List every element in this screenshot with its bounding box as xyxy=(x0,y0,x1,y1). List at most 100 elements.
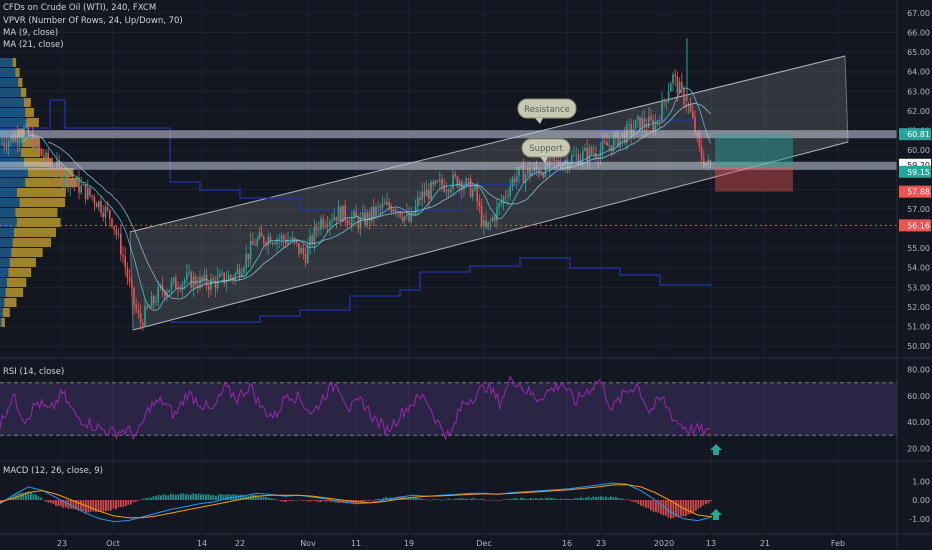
candle-body xyxy=(102,212,104,218)
price-tick-label: 57.00 xyxy=(907,205,930,214)
candle-body xyxy=(489,221,492,223)
volume-profile-up-bar xyxy=(0,278,7,287)
macd-histogram-bar xyxy=(332,500,335,502)
volume-profile-down-bar xyxy=(11,248,43,257)
candle-body xyxy=(256,239,258,246)
macd-histogram-bar xyxy=(520,497,522,500)
resistance-callout-pointer xyxy=(535,118,543,124)
volume-profile-up-bar xyxy=(0,188,17,197)
macd-histogram-bar xyxy=(40,497,42,500)
macd-histogram-bar xyxy=(112,500,115,509)
volume-profile-down-bar xyxy=(25,178,78,187)
macd-histogram-bar xyxy=(510,498,512,500)
candle-body xyxy=(12,135,14,142)
macd-histogram-bar xyxy=(7,498,10,500)
macd-histogram-bar xyxy=(90,500,92,512)
rsi-panel[interactable] xyxy=(0,375,897,441)
macd-histogram-bar xyxy=(647,500,650,509)
time-tick-label: 14 xyxy=(197,539,207,548)
rsi-band-fill xyxy=(0,382,897,436)
macd-histogram-bar xyxy=(315,500,317,502)
annotation-callouts[interactable]: Resistance Support xyxy=(517,98,577,163)
candle-body xyxy=(214,280,217,289)
macd-histogram-bar xyxy=(257,495,260,500)
time-tick-label: 13 xyxy=(706,539,716,548)
macd-histogram-bar xyxy=(165,495,167,500)
resistance-callout[interactable] xyxy=(517,98,577,119)
candle-body xyxy=(678,82,681,94)
macd-histogram-bar xyxy=(157,494,160,500)
candle-body xyxy=(681,82,683,89)
macd-histogram-bar xyxy=(100,500,102,512)
rsi-legend[interactable]: RSI (14, close) xyxy=(3,367,65,377)
macd-histogram-bar xyxy=(495,499,497,501)
candle-body xyxy=(164,291,166,297)
macd-histogram-bar xyxy=(440,499,442,501)
price-badge xyxy=(899,165,931,178)
macd-panel[interactable] xyxy=(0,482,713,523)
candle-body xyxy=(172,277,175,282)
macd-histogram-bar xyxy=(237,494,240,500)
indicator-legend-ma21[interactable]: MA (21, close) xyxy=(3,40,64,50)
candle-body xyxy=(18,140,21,143)
price-tick-label: 53.00 xyxy=(907,283,930,292)
candle-body xyxy=(654,122,657,131)
time-tick-label: Dec xyxy=(476,539,491,548)
signal-arrows xyxy=(710,444,722,520)
candle-body xyxy=(100,201,102,213)
candle-body xyxy=(258,232,261,240)
candle-body xyxy=(10,135,12,142)
candle-body xyxy=(458,181,461,187)
candle-body xyxy=(260,232,263,237)
horizontal-levels[interactable] xyxy=(0,130,897,226)
volume-profile-down-bar xyxy=(9,258,37,267)
macd-histogram-bar xyxy=(202,494,205,500)
candle-body xyxy=(203,274,206,281)
candle-body xyxy=(619,138,621,148)
candle-body xyxy=(661,99,663,121)
macd-histogram-bar xyxy=(432,499,435,500)
time-tick-label: 2020 xyxy=(654,539,674,548)
candle-body xyxy=(388,202,390,208)
macd-histogram-bar xyxy=(470,498,472,500)
candle-body xyxy=(474,185,476,190)
candle-body xyxy=(485,220,487,228)
volume-profile-down-bar xyxy=(2,308,10,317)
candle-body xyxy=(450,188,452,192)
macd-legend[interactable]: MACD (12, 26, close, 9) xyxy=(3,466,103,476)
indicator-legend-vpvr[interactable]: VPVR (Number Of Rows, 24, Up/Down, 70) xyxy=(3,16,183,26)
candle-body xyxy=(674,74,676,77)
price-tick-label: 66.00 xyxy=(907,28,930,37)
time-axis[interactable]: 23 Oct 14 22 Nov 11 19 Dec 16 23 2020 13 21 Feb xyxy=(0,533,932,548)
price-axis[interactable]: 67.0066.0065.0064.0063.0062.0061.0060.00… xyxy=(896,0,931,550)
candle-body xyxy=(34,138,36,150)
candle-body xyxy=(353,211,355,218)
candle-body xyxy=(122,254,124,257)
macd-histogram-bar xyxy=(195,494,197,500)
macd-histogram-bar xyxy=(45,500,47,502)
position-tool[interactable] xyxy=(715,134,793,192)
macd-histogram-bar xyxy=(372,500,375,501)
macd-histogram-bar xyxy=(612,497,615,500)
macd-histogram-bar xyxy=(627,499,630,500)
price-channel[interactable] xyxy=(129,55,849,331)
candle-body xyxy=(238,268,241,277)
candle-body xyxy=(247,253,250,260)
macd-histogram-bar xyxy=(180,493,182,500)
indicator-legend-ma9[interactable]: MA (9, close) xyxy=(3,28,59,38)
candle-body xyxy=(76,177,78,184)
macd-histogram-bar xyxy=(295,499,297,501)
candle-body xyxy=(434,180,437,185)
candle-body xyxy=(643,118,646,126)
macd-histogram-bar xyxy=(375,499,377,500)
candle-body xyxy=(494,217,496,221)
macd-histogram-bar xyxy=(625,499,627,501)
macd-histogram-bar xyxy=(615,497,617,500)
candle-body xyxy=(21,137,23,141)
candle-body xyxy=(551,157,553,159)
candle-body xyxy=(128,277,131,282)
candle-body xyxy=(667,91,670,102)
macd-histogram-bar xyxy=(367,500,370,502)
macd-histogram-bar xyxy=(430,499,432,501)
